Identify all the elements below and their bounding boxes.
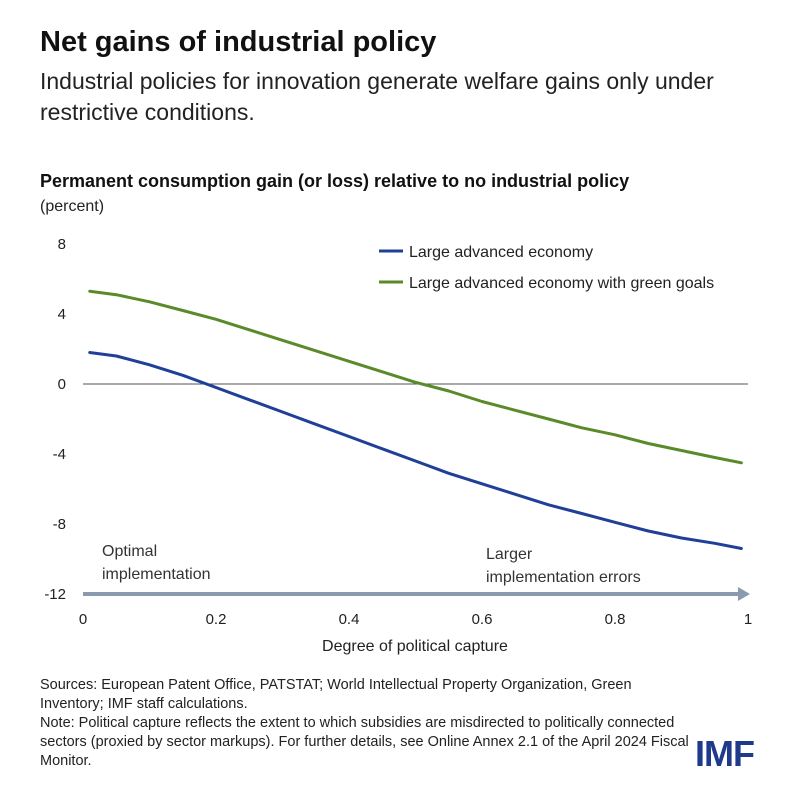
sources-text: Sources: European Patent Office, PATSTAT… (40, 677, 632, 712)
x-axis-arrow-head (738, 587, 750, 601)
y-tick-label: 4 (58, 306, 66, 323)
note-text: Note: Political capture reflects the ext… (40, 715, 689, 769)
sources-note: Sources: European Patent Office, PATSTAT… (40, 676, 690, 771)
annotations: Optimal implementation Larger implementatio… (102, 543, 641, 586)
x-tick-label: 0.8 (605, 611, 626, 628)
imf-logo: IMF (695, 733, 755, 774)
x-tick-label: 0.4 (339, 611, 360, 628)
page-title: Net gains of industrial policy (40, 26, 437, 58)
annotation-optimal: Optimal (102, 543, 157, 560)
x-tick-label: 0.6 (472, 611, 493, 628)
chart-title: Permanent consumption gain (or loss) rel… (40, 171, 630, 191)
y-axis-ticks: 8 4 0 -4 -8 -12 (44, 236, 66, 603)
series-line-2 (88, 289, 743, 465)
chart-unit: (percent) (40, 198, 105, 215)
annotation-optimal: implementation (102, 566, 211, 583)
x-axis (83, 587, 750, 601)
y-tick-label: -4 (53, 446, 66, 463)
y-tick-label: 0 (58, 376, 66, 393)
y-tick-label: -12 (44, 586, 66, 603)
legend-label: Large advanced economy with green goals (409, 275, 714, 292)
x-axis-ticks: 0 0.2 0.4 0.6 0.8 1 (79, 611, 752, 628)
y-tick-label: 8 (58, 236, 66, 253)
x-axis-label: Degree of political capture (322, 638, 508, 655)
series-line-1 (88, 351, 743, 550)
x-tick-label: 0.2 (206, 611, 227, 628)
x-tick-label: 0 (79, 611, 87, 628)
annotation-errors: Larger (486, 546, 533, 563)
y-tick-label: -8 (53, 516, 66, 533)
x-tick-label: 1 (744, 611, 752, 628)
series-layer (88, 289, 743, 550)
annotation-errors: implementation errors (486, 569, 641, 586)
legend-label: Large advanced economy (409, 244, 593, 261)
legend: Large advanced economy Large advanced eco… (379, 244, 714, 292)
page-subtitle: Industrial policies for innovation gener… (40, 68, 714, 125)
